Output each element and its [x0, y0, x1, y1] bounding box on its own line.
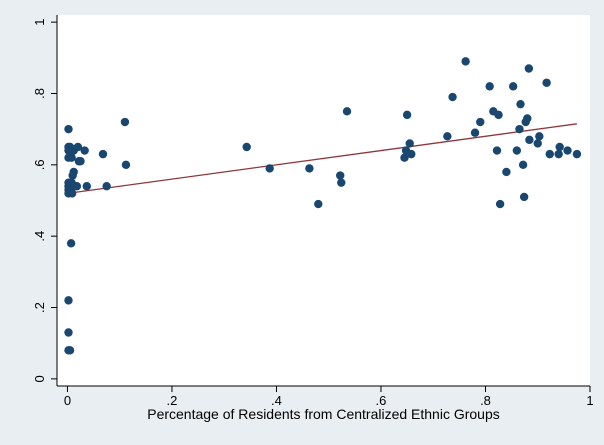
data-point — [98, 149, 108, 159]
data-point — [400, 153, 409, 162]
data-point — [476, 117, 485, 127]
data-point — [519, 192, 529, 202]
x-tick-label: .6 — [376, 393, 387, 408]
data-point — [508, 82, 518, 91]
data-point — [515, 124, 524, 134]
data-point — [407, 149, 416, 159]
x-axis-label: Percentage of Residents from Centralized… — [147, 406, 500, 422]
data-point — [405, 139, 414, 148]
fitted-line — [67, 123, 578, 195]
data-point — [64, 124, 73, 134]
data-point — [525, 135, 534, 145]
data-point — [448, 92, 457, 102]
data-point — [336, 171, 345, 180]
data-point — [66, 239, 76, 248]
data-point — [69, 167, 78, 177]
data-point — [494, 110, 503, 120]
data-point — [518, 160, 528, 170]
data-point — [64, 328, 73, 337]
data-point — [120, 117, 130, 127]
data-point — [563, 146, 572, 155]
data-point — [73, 142, 83, 152]
data-point — [72, 182, 82, 191]
y-tick-label: 0 — [32, 375, 47, 382]
data-point — [512, 146, 522, 155]
data-point — [314, 199, 323, 209]
data-point — [492, 146, 502, 155]
x-tick-label: 1 — [586, 393, 593, 408]
y-tick-label: .8 — [32, 88, 47, 99]
data-point — [502, 167, 511, 177]
data-point — [555, 142, 564, 152]
y-tick-label: .2 — [32, 302, 47, 313]
x-tick-label: .2 — [167, 393, 178, 408]
x-tick-label: .4 — [271, 393, 282, 408]
data-point — [533, 139, 542, 148]
data-point — [265, 164, 274, 173]
data-point — [461, 57, 470, 66]
data-point — [102, 182, 111, 191]
data-point — [80, 146, 89, 155]
y-tick-label: .4 — [32, 231, 47, 242]
data-point — [516, 99, 525, 109]
plot-area — [57, 15, 590, 386]
data-point — [82, 182, 91, 191]
data-point — [342, 107, 352, 116]
data-point — [554, 149, 563, 159]
data-point — [535, 132, 544, 141]
x-tick-label: 0 — [64, 393, 71, 408]
data-point — [67, 189, 77, 198]
data-point — [65, 346, 75, 355]
x-tick-label: .8 — [480, 393, 491, 408]
data-point — [545, 149, 554, 159]
data-point — [337, 178, 346, 187]
data-point — [470, 128, 480, 137]
data-point — [305, 164, 314, 173]
data-point — [495, 199, 505, 209]
data-point — [485, 82, 494, 91]
data-point — [523, 114, 532, 123]
data-point — [67, 153, 76, 162]
data-point — [524, 64, 534, 73]
data-point — [64, 296, 73, 305]
data-point — [121, 160, 131, 170]
data-point — [443, 132, 452, 141]
y-tick-label: 1 — [32, 19, 47, 26]
y-tick-label: .6 — [32, 159, 47, 170]
data-point — [242, 142, 251, 152]
data-point — [402, 110, 412, 120]
data-point — [572, 149, 582, 159]
data-point — [76, 157, 85, 166]
data-point — [542, 78, 551, 87]
